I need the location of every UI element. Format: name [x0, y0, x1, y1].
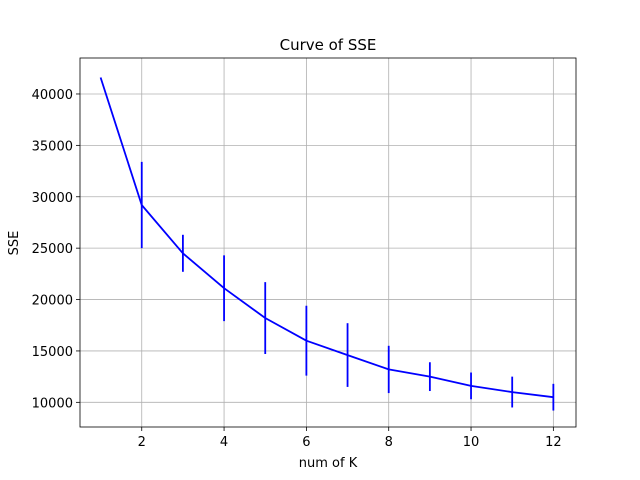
tick-labels: 2 4 6 8 10 12 10000 15000 20000 25000 30000 35000 40… [32, 88, 562, 450]
series-line-path [99, 77, 554, 399]
x-tick-label: 2 [138, 435, 146, 450]
y-tick-label: 40000 [32, 88, 73, 103]
y-tick-label: 20000 [32, 294, 73, 309]
error-bars [140, 161, 555, 411]
series-line [99, 77, 554, 399]
x-tick-label: 12 [545, 435, 562, 450]
y-tick-label: 25000 [32, 242, 73, 257]
y-tick-label: 15000 [32, 345, 73, 360]
x-tick-label: 10 [463, 435, 480, 450]
y-tick-label: 35000 [32, 139, 73, 154]
x-tick-label: 4 [220, 435, 228, 450]
y-tick-label: 10000 [32, 396, 73, 411]
chart-title: Curve of SSE [280, 36, 377, 54]
y-axis-label: SSE [7, 231, 22, 256]
x-tick-label: 6 [302, 435, 310, 450]
y-tick-label: 30000 [32, 191, 73, 206]
x-axis-label: num of K [299, 456, 358, 471]
axes [76, 57, 577, 431]
plot-frame [79, 57, 577, 428]
x-tick-label: 8 [385, 435, 393, 450]
grid-lines [80, 58, 576, 427]
